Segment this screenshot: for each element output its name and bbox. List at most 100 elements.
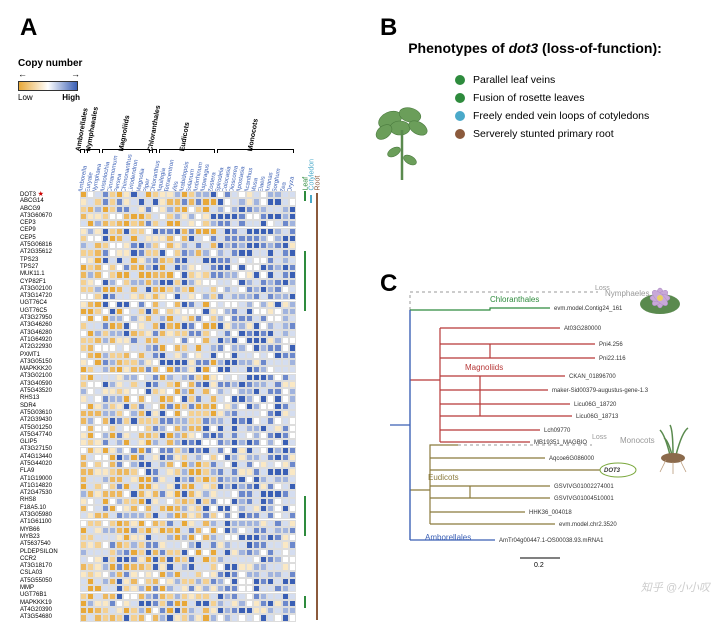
row-label: AT4G13440 [20, 454, 58, 461]
tissue-bar [304, 496, 306, 536]
row-label: UGT76C4 [20, 300, 58, 307]
row-label: MYB66 [20, 527, 58, 534]
row-label: AT1G14820 [20, 483, 58, 490]
svg-text:GSVIVG01004510001: GSVIVG01004510001 [554, 496, 614, 502]
tissue-bar [316, 193, 318, 620]
legend-title: Copy number [18, 58, 82, 69]
svg-text:CKAN_01896700: CKAN_01896700 [569, 374, 616, 380]
svg-text:evm.model.Contig24_161: evm.model.Contig24_161 [554, 306, 623, 312]
row-label: AT3G14720 [20, 293, 58, 300]
tissue-bar [304, 596, 306, 608]
row-label: PXMT1 [20, 352, 58, 359]
row-label: AT3G18170 [20, 563, 58, 570]
tissue-label: Root [315, 176, 322, 191]
row-label: MUK11.1 [20, 271, 58, 278]
row-label: AT3G27950 [20, 315, 58, 322]
row-label: CEP5 [20, 235, 58, 242]
phenotype-item: Parallel leaf veins [455, 74, 700, 86]
row-label: CEP3 [20, 220, 58, 227]
svg-text:AmTr04g00447.1-OS00038.93.mRNA: AmTr04g00447.1-OS00038.93.mRNA1 [499, 538, 604, 544]
row-label: MMP [20, 585, 58, 592]
row-label: RHS13 [20, 395, 58, 402]
row-label: AT3G46280 [20, 330, 58, 337]
row-label: AT3G60670 [20, 213, 58, 220]
row-label: PLDEPSILON [20, 549, 58, 556]
row-label: AT3G40590 [20, 381, 58, 388]
svg-text:MB19351_MAGBIO: MB19351_MAGBIO [534, 440, 587, 446]
svg-text:Eudicots: Eudicots [428, 473, 459, 482]
row-label: AT3G02100 [20, 373, 58, 380]
svg-text:Loss: Loss [595, 285, 610, 292]
phenotype-item: Fusion of rosette leaves [455, 92, 700, 104]
svg-text:Nymphaeles: Nymphaeles [605, 289, 649, 298]
group-label: Eudicots [179, 122, 191, 152]
row-label: ABCG14 [20, 198, 58, 205]
legend-high: High [62, 93, 80, 102]
row-label: AT1G64920 [20, 337, 58, 344]
row-label: AT1G61100 [20, 519, 58, 526]
row-label: TPS23 [20, 257, 58, 264]
row-label: MAPKKK19 [20, 600, 58, 607]
row-label: AT2G35612 [20, 249, 58, 256]
row-label: AT3G46260 [20, 322, 58, 329]
panel-b-title: Phenotypes of dot3 (loss-of-function): [370, 40, 700, 56]
phenotype-item: Serverely stunted primary root [455, 128, 700, 140]
row-label: AT5G03610 [20, 410, 58, 417]
row-label: AT4G20390 [20, 607, 58, 614]
row-label: MAPKKK20 [20, 366, 58, 373]
plant-icon [370, 100, 440, 190]
row-label: CEP9 [20, 227, 58, 234]
group-label: Chloranthales [147, 105, 162, 152]
row-label: AT5G47740 [20, 432, 58, 439]
row-label: AT5G06816 [20, 242, 58, 249]
tissue-bar [310, 195, 312, 203]
row-label: AT2G47530 [20, 490, 58, 497]
row-label: AT3G05980 [20, 512, 58, 519]
row-label: AT3G54680 [20, 614, 58, 621]
row-label: TPS27 [20, 264, 58, 271]
svg-text:Chloranthales: Chloranthales [490, 295, 539, 304]
svg-text:Magnoliids: Magnoliids [465, 363, 503, 372]
row-label: CYP82F1 [20, 279, 58, 286]
row-label: SDR4 [20, 403, 58, 410]
copy-number-legend: Copy number ←→ Low High [18, 58, 82, 102]
row-label: AT1G19000 [20, 476, 58, 483]
legend-low: Low [18, 93, 33, 102]
row-label: CCR2 [20, 556, 58, 563]
watermark: 知乎 @小小叹 [641, 579, 710, 595]
svg-text:Lch09770: Lch09770 [544, 428, 571, 434]
row-label: RHS8 [20, 497, 58, 504]
svg-text:0.2: 0.2 [534, 562, 544, 569]
row-label: AT5637540 [20, 541, 58, 548]
panel-c: evm.model.Contig24_161 At03G280000 Pni4.25… [370, 280, 710, 580]
svg-text:maker-Sid00379-augustus-gene-1: maker-Sid00379-augustus-gene-1.3 [552, 388, 649, 394]
phenotype-item: Freely ended vein loops of cotyledons [455, 110, 700, 122]
row-label: ABCG9 [20, 206, 58, 213]
svg-text:Pni4.256: Pni4.256 [599, 342, 623, 348]
row-label: AT5G55050 [20, 578, 58, 585]
legend-gradient [18, 81, 78, 91]
row-label: AT3G05150 [20, 359, 58, 366]
panel-b-label: B [380, 14, 397, 42]
svg-text:HHK36_004018: HHK36_004018 [529, 510, 572, 516]
row-label: AT5G44020 [20, 461, 58, 468]
row-label: AT5G43520 [20, 388, 58, 395]
svg-text:Aqcoe6G086000: Aqcoe6G086000 [549, 456, 595, 462]
row-label: UGT76C5 [20, 308, 58, 315]
row-label: MYB23 [20, 534, 58, 541]
svg-text:Licu06G_18713: Licu06G_18713 [576, 414, 619, 420]
row-label: AT2G39430 [20, 417, 58, 424]
tissue-bar [304, 251, 306, 311]
phylogeny-tree: evm.model.Contig24_161 At03G280000 Pni4.25… [370, 280, 705, 570]
svg-text:Licu06G_18720: Licu06G_18720 [574, 402, 617, 408]
row-label: F18A5.10 [20, 505, 58, 512]
row-label: FLA9 [20, 468, 58, 475]
panel-a: Copy number ←→ Low High AmborellalesNymp… [18, 18, 348, 578]
svg-text:evm.model.chr2.3520: evm.model.chr2.3520 [559, 522, 617, 528]
svg-text:Pni22.116: Pni22.116 [599, 356, 626, 362]
panel-b: Phenotypes of dot3 (loss-of-function): P… [370, 40, 700, 220]
group-label: Monocots [247, 118, 260, 152]
tissue-bar [304, 191, 306, 201]
row-label: AT3G27150 [20, 446, 58, 453]
svg-text:At03G280000: At03G280000 [564, 326, 602, 332]
